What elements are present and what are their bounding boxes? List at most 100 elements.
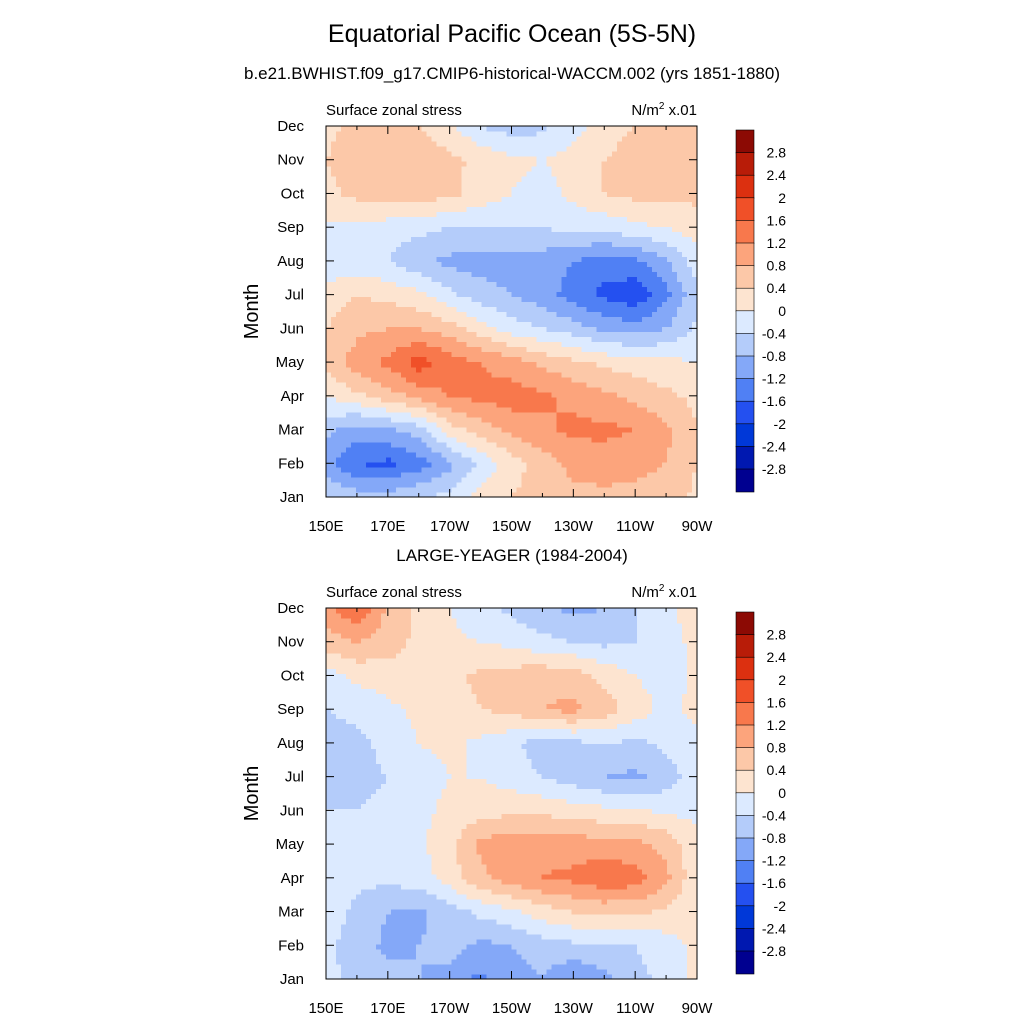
contour-cell bbox=[526, 286, 533, 293]
contour-cell bbox=[366, 396, 372, 403]
contour-cell bbox=[441, 466, 447, 473]
contour-cell bbox=[576, 366, 583, 373]
contour-cell bbox=[491, 456, 498, 463]
contour-cell bbox=[591, 306, 598, 313]
contour-cell bbox=[411, 426, 417, 433]
contour-cell bbox=[416, 426, 422, 433]
contour-cell bbox=[471, 406, 477, 413]
contour-cell bbox=[686, 316, 693, 323]
contour-cell bbox=[511, 406, 518, 413]
contour-cell bbox=[336, 351, 342, 358]
contour-cell bbox=[666, 251, 673, 257]
contour-cell bbox=[501, 216, 508, 222]
contour-cell bbox=[331, 421, 337, 428]
contour-cell bbox=[571, 161, 578, 167]
contour-cell bbox=[386, 316, 392, 323]
contour-cell bbox=[416, 341, 422, 348]
contour-cell bbox=[566, 396, 573, 403]
contour-cell bbox=[326, 241, 332, 247]
contour-cell bbox=[531, 446, 538, 453]
contour-cell bbox=[351, 456, 357, 463]
contour-cell bbox=[641, 401, 648, 408]
contour-cell bbox=[411, 246, 417, 252]
contour-cell bbox=[681, 326, 688, 333]
contour-cell bbox=[471, 211, 477, 217]
contour-cell bbox=[621, 276, 628, 283]
contour-cell bbox=[336, 291, 342, 298]
contour-cell bbox=[541, 411, 548, 418]
contour-cell bbox=[511, 391, 518, 398]
contour-cell bbox=[596, 261, 603, 267]
contour-cell bbox=[331, 306, 337, 313]
contour-cell bbox=[486, 381, 493, 388]
contour-cell bbox=[536, 206, 543, 212]
contour-cell bbox=[586, 276, 593, 283]
contour-cell bbox=[691, 336, 698, 343]
contour-cell bbox=[451, 311, 457, 318]
contour-cell bbox=[611, 246, 618, 252]
contour-cell bbox=[591, 316, 598, 323]
contour-cell bbox=[611, 411, 618, 418]
contour-cell bbox=[366, 226, 372, 232]
contour-cell bbox=[511, 441, 518, 448]
contour-cell bbox=[391, 296, 397, 303]
contour-cell bbox=[341, 391, 347, 398]
contour-cell bbox=[406, 201, 412, 207]
contour-cell bbox=[641, 411, 648, 418]
contour-cell bbox=[501, 376, 508, 383]
contour-cell bbox=[461, 441, 467, 448]
contour-cell bbox=[516, 216, 523, 222]
contour-cell bbox=[441, 471, 447, 478]
contour-cell bbox=[561, 201, 568, 207]
contour-cell bbox=[331, 451, 337, 458]
contour-cell bbox=[366, 191, 372, 197]
contour-cell bbox=[606, 461, 613, 468]
contour-cell bbox=[621, 426, 628, 433]
contour-cell bbox=[521, 431, 528, 438]
contour-cell bbox=[691, 456, 698, 463]
contour-cell bbox=[486, 466, 493, 473]
contour-cell bbox=[571, 321, 578, 328]
contour-cell bbox=[656, 176, 663, 182]
contour-cell bbox=[451, 401, 457, 408]
contour-cell bbox=[366, 286, 372, 293]
contour-cell bbox=[606, 386, 613, 393]
contour-cell bbox=[606, 176, 613, 182]
contour-cell bbox=[386, 451, 392, 458]
contour-cell bbox=[346, 281, 352, 288]
contour-cell bbox=[376, 366, 382, 373]
contour-cell bbox=[386, 221, 392, 227]
contour-cell bbox=[416, 411, 422, 418]
contour-cell bbox=[526, 331, 533, 338]
contour-cell bbox=[346, 486, 352, 493]
contour-cell bbox=[526, 166, 533, 172]
contour-cell bbox=[361, 281, 367, 288]
contour-cell bbox=[596, 461, 603, 468]
contour-cell bbox=[601, 186, 608, 192]
contour-cell bbox=[401, 266, 407, 272]
contour-cell bbox=[581, 481, 588, 488]
contour-cell bbox=[431, 156, 437, 162]
contour-cell bbox=[641, 396, 648, 403]
contour-cell bbox=[541, 401, 548, 408]
contour-cell bbox=[586, 261, 593, 267]
contour-cell bbox=[496, 261, 503, 267]
contour-cell bbox=[396, 226, 402, 232]
contour-cell bbox=[441, 461, 447, 468]
contour-cell bbox=[481, 316, 488, 323]
contour-cell bbox=[451, 156, 457, 162]
contour-cell bbox=[516, 476, 523, 483]
contour-cell bbox=[431, 416, 437, 423]
contour-cell bbox=[446, 446, 452, 453]
contour-cell bbox=[646, 226, 653, 232]
contour-cell bbox=[331, 181, 337, 187]
contour-cell bbox=[676, 466, 683, 473]
contour-cell bbox=[471, 246, 477, 252]
contour-cell bbox=[446, 441, 452, 448]
contour-cell bbox=[451, 461, 457, 468]
contour-cell bbox=[366, 221, 372, 227]
contour-cell bbox=[346, 361, 352, 368]
contour-cell bbox=[501, 436, 508, 443]
contour-cell bbox=[676, 341, 683, 348]
contour-cell bbox=[441, 406, 447, 413]
